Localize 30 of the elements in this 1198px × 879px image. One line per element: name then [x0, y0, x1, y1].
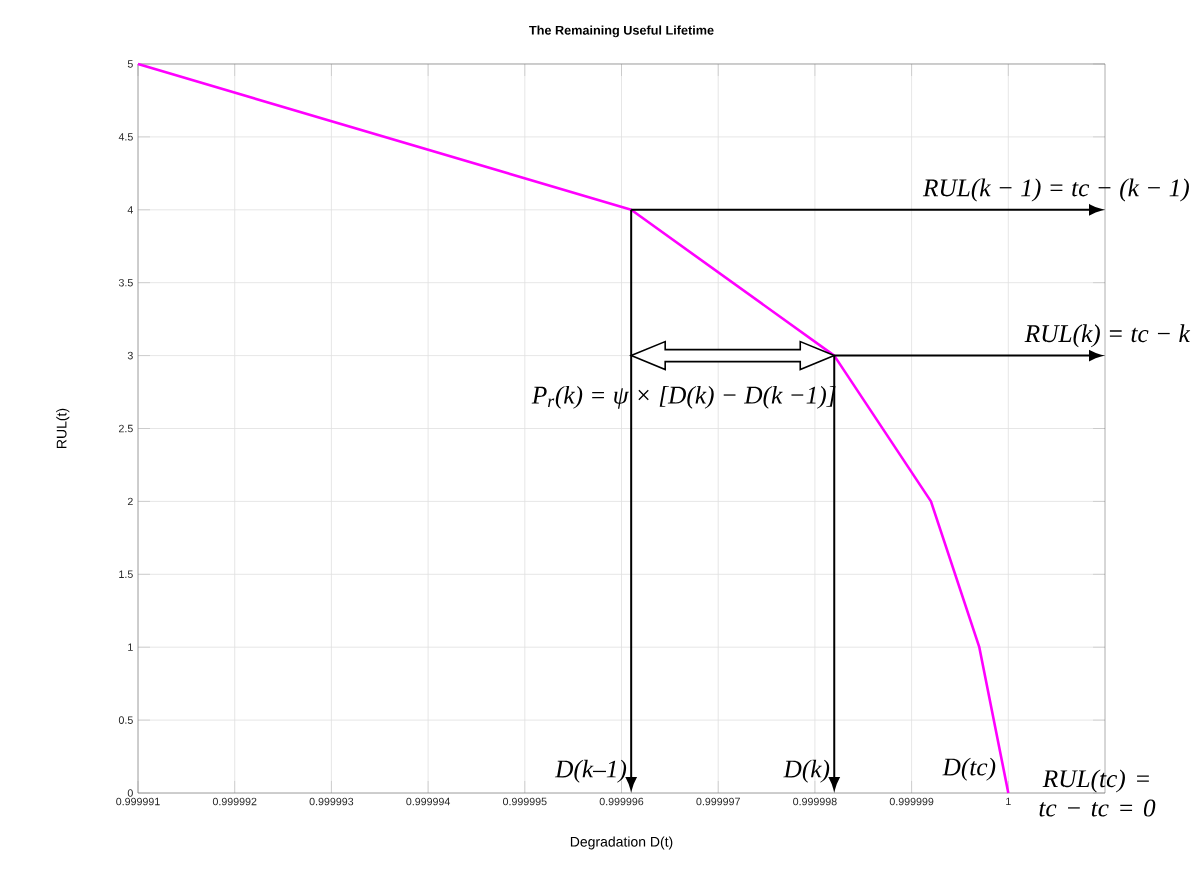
y-tick-label: 1.5 [119, 570, 133, 579]
y-tick-label: 4 [127, 206, 133, 214]
x-tick-label: 0.999997 [696, 797, 740, 806]
y-tick-label: 0.5 [118, 716, 133, 724]
y-tick-label: 2.5 [119, 424, 133, 433]
x-tick-label: 0.999998 [793, 797, 837, 806]
y-axis-title: RUL(t) [56, 408, 70, 448]
ref-line-label: D(k–1) [554, 759, 627, 783]
x-tick-label: 0.999994 [406, 797, 451, 806]
y-tick-label: 0 [127, 789, 133, 797]
x-tick-label: 0.999999 [889, 797, 934, 806]
y-tick-label: 2 [127, 497, 133, 506]
x-tick-label: 0.999993 [309, 797, 354, 806]
y-tick-label: 5 [127, 60, 133, 68]
ref-line-label: RUL(k) = tc − k [1024, 324, 1191, 348]
annotation: RUL(tc) = tc − tc = 0 [1039, 769, 1156, 817]
y-tick-label: 4.5 [118, 133, 133, 141]
y-tick-label: 3.5 [118, 278, 133, 287]
x-tick-label: 0.999996 [599, 797, 644, 806]
ref-line-label: D(k) [783, 759, 830, 783]
y-tick-label: 3 [127, 351, 133, 360]
x-tick-label: 1 [1006, 797, 1011, 806]
x-tick-label: 0.999995 [502, 797, 547, 806]
x-tick-label: 0.999992 [212, 797, 257, 806]
ref-line-label: RUL(k − 1) = tc − (k − 1) [922, 178, 1189, 202]
chart-title: The Remaining Useful Lifetime [529, 25, 714, 38]
y-tick-label: 1 [128, 643, 133, 651]
x-axis-title: Degradation D(t) [570, 836, 673, 850]
annotation: D(tc) [942, 757, 996, 781]
x-tick-label: 0.999991 [116, 797, 160, 806]
